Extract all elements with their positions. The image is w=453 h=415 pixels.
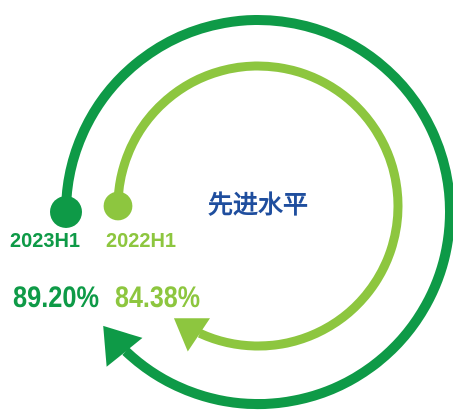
arrowhead-2023h1	[103, 325, 143, 367]
progress-rings	[50, 15, 453, 409]
series-value-2022h1: 84.38%	[115, 281, 200, 314]
center-label: 先进水平	[208, 190, 308, 219]
arrowhead-2022h1	[173, 318, 211, 352]
start-dot-2023h1	[50, 196, 82, 228]
series-label-2022h1: 2022H1	[106, 230, 176, 252]
series-label-2023h1: 2023H1	[10, 230, 80, 252]
progress-arc-2023h1	[61, 15, 453, 409]
series-value-2023h1: 89.20%	[13, 281, 99, 314]
progress-arc-2022h1	[113, 61, 403, 351]
start-dot-2022h1	[103, 191, 133, 221]
